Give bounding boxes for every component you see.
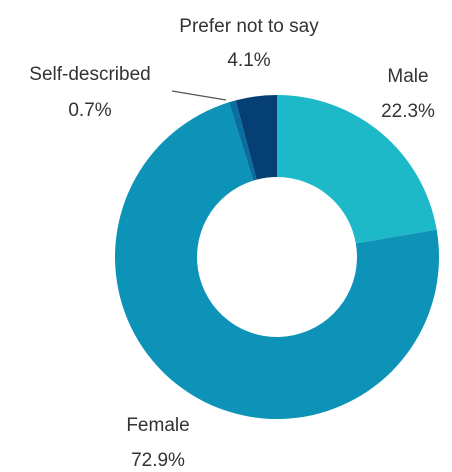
donut-slices (115, 95, 440, 419)
slice-male (277, 95, 437, 244)
slice-value-male: 22.3% (381, 101, 435, 122)
slice-value-self-described: 0.7% (68, 100, 111, 121)
slice-female (115, 102, 440, 419)
slice-prefer-not-to-say (235, 95, 277, 180)
slice-value-prefer-not-to-say: 4.1% (227, 50, 270, 71)
slice-label-male: Male (387, 66, 428, 87)
slice-self-described (228, 100, 257, 181)
slice-value-female: 72.9% (131, 450, 185, 471)
slice-label-prefer-not-to-say: Prefer not to say (179, 16, 319, 37)
slice-label-self-described: Self-described (29, 64, 150, 85)
slice-label-female: Female (126, 415, 189, 436)
self-described-leader-line (171, 90, 227, 101)
